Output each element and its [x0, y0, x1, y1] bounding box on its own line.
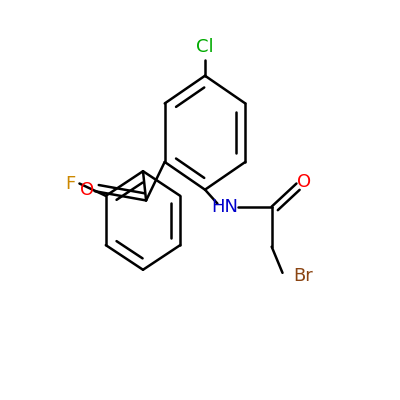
Text: F: F — [65, 174, 75, 192]
Text: O: O — [80, 181, 94, 199]
Text: HN: HN — [212, 198, 239, 216]
Text: Cl: Cl — [196, 38, 214, 56]
Text: Br: Br — [293, 267, 312, 285]
Text: O: O — [297, 173, 311, 191]
